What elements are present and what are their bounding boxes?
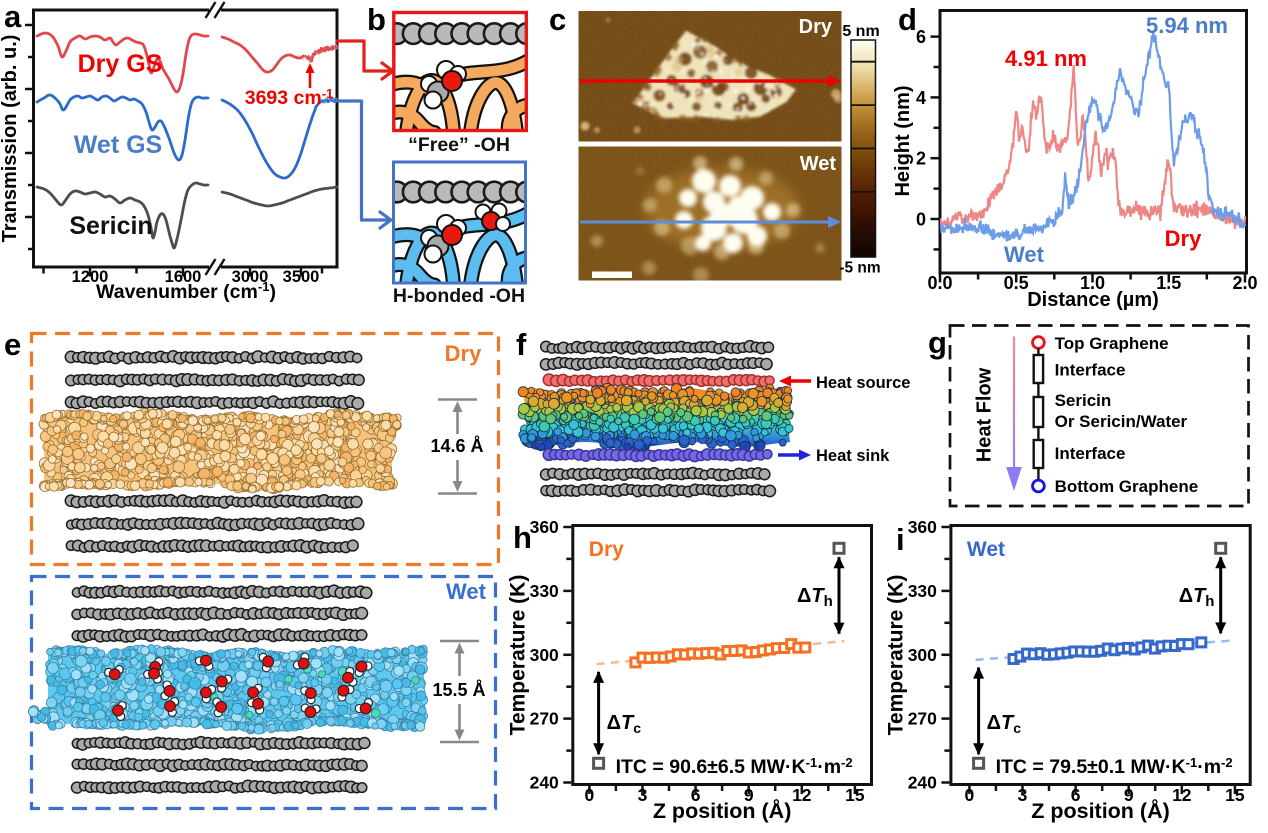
svg-text:Wet: Wet: [1004, 242, 1045, 267]
svg-text:240: 240: [530, 773, 559, 793]
svg-text:ITC = 90.6±6.5 MW·K-1·m-2: ITC = 90.6±6.5 MW·K-1·m-2: [616, 755, 853, 778]
svg-text:1.0: 1.0: [1080, 273, 1105, 293]
svg-text:15.5 Å: 15.5 Å: [432, 680, 485, 700]
svg-text:Temperature (K): Temperature (K): [884, 575, 907, 736]
svg-text:270: 270: [908, 709, 937, 729]
svg-text:c: c: [549, 2, 566, 37]
svg-text:3000: 3000: [232, 268, 269, 286]
svg-text:2: 2: [916, 149, 926, 169]
svg-text:Height (nm): Height (nm): [892, 85, 914, 196]
svg-text:Temperature (K): Temperature (K): [506, 575, 529, 736]
svg-text:Wet: Wet: [446, 579, 487, 604]
svg-text:Distance (µm): Distance (µm): [1027, 289, 1159, 311]
svg-text:3693 cm-1: 3693 cm-1: [245, 86, 334, 109]
svg-text:H-bonded -OH: H-bonded -OH: [393, 285, 525, 307]
svg-text:h: h: [513, 520, 532, 555]
svg-text:1600: 1600: [165, 268, 202, 286]
svg-text:14.6 Å: 14.6 Å: [430, 436, 483, 456]
svg-text:6: 6: [916, 27, 926, 47]
svg-text:3: 3: [1018, 785, 1028, 805]
svg-text:ITC = 79.5±0.1 MW·K-1·m-2: ITC = 79.5±0.1 MW·K-1·m-2: [996, 755, 1233, 778]
svg-text:Z position (Å): Z position (Å): [653, 797, 792, 823]
svg-text:Top Graphene: Top Graphene: [1055, 334, 1169, 353]
svg-text:12: 12: [1172, 785, 1192, 805]
svg-text:360: 360: [908, 517, 937, 537]
svg-text:b: b: [367, 2, 386, 37]
svg-text:i: i: [896, 522, 905, 557]
svg-text:300: 300: [530, 645, 559, 665]
svg-text:1.5: 1.5: [1156, 273, 1181, 293]
svg-text:g: g: [928, 325, 947, 360]
svg-text:Sericin: Sericin: [1055, 391, 1112, 410]
svg-text:12: 12: [792, 785, 812, 805]
svg-text:330: 330: [908, 581, 937, 601]
svg-text:Wet: Wet: [800, 153, 837, 175]
svg-text:5 nm: 5 nm: [842, 23, 879, 40]
svg-text:e: e: [4, 327, 21, 362]
svg-text:360: 360: [530, 517, 559, 537]
svg-text:Interface: Interface: [1055, 444, 1126, 463]
svg-text:Interface: Interface: [1055, 361, 1126, 380]
svg-text:240: 240: [908, 773, 937, 793]
svg-text:Heat Flow: Heat Flow: [974, 367, 996, 462]
svg-text:1200: 1200: [72, 268, 109, 286]
svg-text:3500: 3500: [283, 268, 320, 286]
svg-text:0.5: 0.5: [1004, 273, 1029, 293]
svg-text:0: 0: [965, 785, 975, 805]
svg-text:Transmission (arb. u.): Transmission (arb. u.): [0, 35, 21, 243]
svg-text:-5 nm: -5 nm: [839, 260, 880, 277]
svg-text:4: 4: [916, 88, 926, 108]
svg-text:Wavenumber (cm-1): Wavenumber (cm-1): [96, 279, 276, 303]
svg-text:270: 270: [530, 709, 559, 729]
svg-text:Bottom Graphene: Bottom Graphene: [1055, 477, 1199, 496]
svg-text:Heat source: Heat source: [816, 374, 910, 392]
svg-text:0.0: 0.0: [927, 273, 952, 293]
svg-text:300: 300: [908, 645, 937, 665]
svg-text:a: a: [4, 0, 22, 34]
svg-text:Sericin: Sericin: [69, 212, 152, 240]
svg-text:15: 15: [1225, 785, 1245, 805]
svg-text:f: f: [516, 327, 527, 362]
svg-text:0: 0: [585, 785, 595, 805]
svg-text:Dry: Dry: [799, 16, 833, 38]
svg-text:d: d: [898, 2, 917, 37]
svg-text:Dry GS: Dry GS: [78, 50, 163, 78]
svg-text:0: 0: [916, 210, 926, 230]
svg-text:“Free” -OH: “Free” -OH: [408, 134, 510, 156]
svg-text:Wet GS: Wet GS: [74, 131, 162, 159]
svg-text:3: 3: [638, 785, 648, 805]
svg-text:Dry: Dry: [445, 341, 482, 366]
svg-text:15: 15: [845, 785, 865, 805]
svg-text:5.94 nm: 5.94 nm: [1146, 13, 1228, 38]
svg-text:Dry: Dry: [1165, 226, 1202, 251]
svg-text:Wet: Wet: [967, 538, 1005, 561]
svg-text:4.91 nm: 4.91 nm: [1005, 46, 1087, 71]
svg-text:Dry: Dry: [589, 538, 624, 561]
svg-text:330: 330: [530, 581, 559, 601]
svg-text:Heat sink: Heat sink: [816, 447, 890, 465]
svg-text:2.0: 2.0: [1232, 273, 1257, 293]
svg-text:Or Sericin/Water: Or Sericin/Water: [1055, 412, 1188, 431]
svg-text:Z position (Å): Z position (Å): [1031, 797, 1170, 823]
